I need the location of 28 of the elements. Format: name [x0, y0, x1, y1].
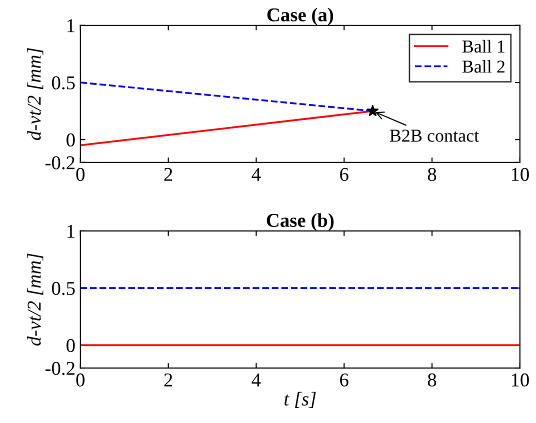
y-tick-label: 1	[68, 19, 74, 32]
y-tick-label: 0	[66, 338, 75, 352]
x-tick-label: 2	[164, 373, 172, 386]
x-tick-label: 4	[252, 168, 261, 181]
y-axis-title: d-vt/2 [mm]	[27, 254, 44, 346]
y-tick-label: 0.5	[52, 282, 75, 296]
y-tick-label: 0.5	[52, 76, 75, 90]
x-axis-title: t [s]	[284, 392, 316, 408]
legend-label: Ball 2	[462, 60, 504, 73]
x-tick-label: 0	[76, 373, 85, 387]
y-tick-label: 1	[68, 224, 74, 238]
x-tick-label: 4	[252, 374, 261, 386]
x-tick-label: 0	[76, 168, 85, 181]
x-tick-label: 6	[340, 373, 348, 387]
y-tick-label: 0	[66, 133, 75, 147]
y-axis-title: d-vt/2 [mm]	[27, 48, 44, 140]
x-tick-label: 10	[512, 373, 529, 387]
x-tick-label: 8	[428, 168, 436, 181]
y-tick-label: -0.2	[45, 156, 74, 170]
legend-label: Ball 1	[462, 40, 504, 53]
x-tick-label: 10	[512, 168, 529, 181]
y-tick-label: -0.2	[45, 362, 74, 376]
chart-title: Case (a)	[267, 8, 334, 26]
x-tick-label: 2	[164, 168, 172, 181]
x-tick-label: 6	[340, 168, 348, 181]
chart-title: Case (b)	[266, 213, 334, 231]
annotation: B2B contact	[390, 130, 479, 142]
x-tick-label: 8	[428, 373, 436, 387]
